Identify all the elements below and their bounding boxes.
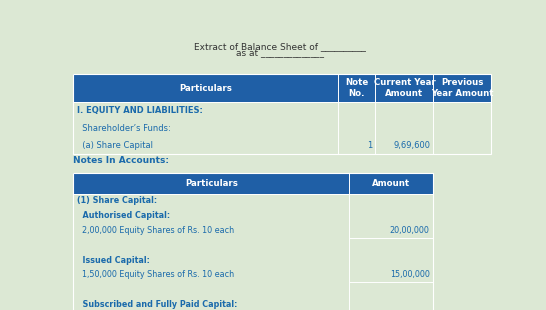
Text: Current Year
Amount: Current Year Amount <box>373 78 435 98</box>
Text: Amount: Amount <box>372 179 410 188</box>
Text: 15,00,000: 15,00,000 <box>390 270 430 279</box>
Text: Subscribed and Fully Paid Capital:: Subscribed and Fully Paid Capital: <box>76 300 237 309</box>
Text: Particulars: Particulars <box>179 84 232 93</box>
Text: 20,00,000: 20,00,000 <box>390 226 430 235</box>
Bar <box>73 74 491 102</box>
Bar <box>73 102 491 120</box>
Bar <box>73 120 491 137</box>
Text: Notes In Accounts:: Notes In Accounts: <box>73 156 169 165</box>
Bar <box>73 268 433 282</box>
Bar <box>73 173 433 310</box>
Bar <box>73 238 433 253</box>
Bar <box>73 282 433 297</box>
Text: Extract of Balance Sheet of __________: Extract of Balance Sheet of __________ <box>194 42 366 51</box>
Text: I. EQUITY AND LIABILITIES:: I. EQUITY AND LIABILITIES: <box>76 106 203 115</box>
Bar <box>73 173 433 193</box>
Text: 2,00,000 Equity Shares of Rs. 10 each: 2,00,000 Equity Shares of Rs. 10 each <box>76 226 234 235</box>
Text: 9,69,600: 9,69,600 <box>393 141 430 150</box>
Text: Note
No.: Note No. <box>345 78 369 98</box>
Text: as at ______________: as at ______________ <box>236 49 324 58</box>
Text: Authorised Capital:: Authorised Capital: <box>76 211 170 220</box>
Text: Particulars: Particulars <box>185 179 238 188</box>
Bar <box>73 137 491 154</box>
Text: (a) Share Capital: (a) Share Capital <box>76 141 153 150</box>
Bar <box>73 223 433 238</box>
Text: Previous
Year Amount: Previous Year Amount <box>431 78 494 98</box>
Text: Issued Capital:: Issued Capital: <box>76 256 150 265</box>
Bar <box>73 193 433 208</box>
Bar <box>73 208 433 223</box>
Bar <box>73 74 491 154</box>
Text: 1,50,000 Equity Shares of Rs. 10 each: 1,50,000 Equity Shares of Rs. 10 each <box>76 270 234 279</box>
Text: 1: 1 <box>367 141 372 150</box>
Text: Shareholder’s Funds:: Shareholder’s Funds: <box>76 124 170 133</box>
Bar <box>73 297 433 310</box>
Text: (1) Share Capital:: (1) Share Capital: <box>76 197 157 206</box>
Bar <box>73 253 433 268</box>
